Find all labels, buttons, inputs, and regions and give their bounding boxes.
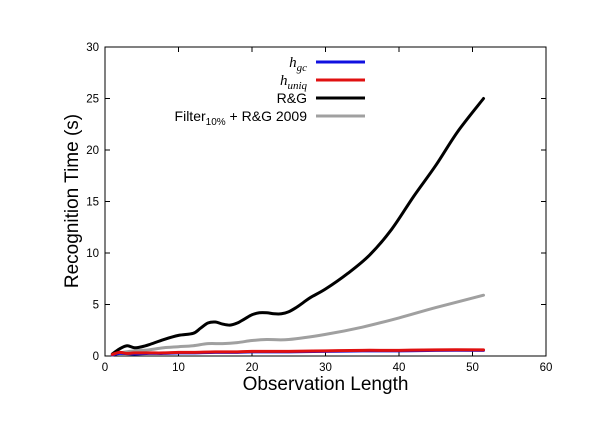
- x-tick-label: 20: [246, 362, 259, 374]
- plot-frame: [104, 46, 547, 357]
- legend-label-subscript: uniq: [287, 80, 307, 92]
- legend-label-subscript: gc: [297, 62, 308, 74]
- y-tick-label: 30: [86, 42, 99, 54]
- x-tick-label: 0: [102, 362, 108, 374]
- series-line-1: [110, 348, 486, 356]
- legend-label-base: h: [280, 73, 288, 89]
- y-tick-label: 20: [86, 145, 99, 157]
- series-line-2: [110, 97, 486, 356]
- legend-label-3: Filter10% + R&G 2009: [175, 108, 308, 128]
- y-tick-label: 0: [93, 351, 99, 363]
- legend-label-0: hgc: [289, 55, 307, 74]
- y-axis-label: Recognition Time (s): [62, 114, 83, 288]
- y-tick-label: 15: [86, 197, 99, 209]
- x-tick-label: 10: [172, 362, 185, 374]
- series-line-3: [110, 293, 486, 357]
- legend-label-suffix: + R&G 2009: [226, 108, 308, 124]
- y-tick-label: 25: [86, 94, 99, 106]
- x-tick-label: 50: [466, 362, 479, 374]
- x-tick-label: 40: [393, 362, 406, 374]
- legend-label-1: huniq: [280, 73, 308, 92]
- y-tick-label: 5: [93, 300, 99, 312]
- legend-label-base: R&G: [277, 90, 307, 106]
- y-tick-label: 10: [86, 248, 99, 260]
- legend-label-base: Filter: [175, 108, 206, 124]
- series-lines: [110, 97, 486, 357]
- legend-label-subscript: 10%: [206, 117, 226, 128]
- legend-label-base: h: [289, 55, 297, 71]
- x-axis-label: Observation Length: [243, 374, 409, 395]
- x-tick-label: 30: [319, 362, 332, 374]
- axes: 0 10 20 30 40 50 60 0 5 10 15 20 25 30: [86, 42, 552, 374]
- x-tick-label: 60: [540, 362, 553, 374]
- legend-label-2: R&G: [277, 90, 307, 106]
